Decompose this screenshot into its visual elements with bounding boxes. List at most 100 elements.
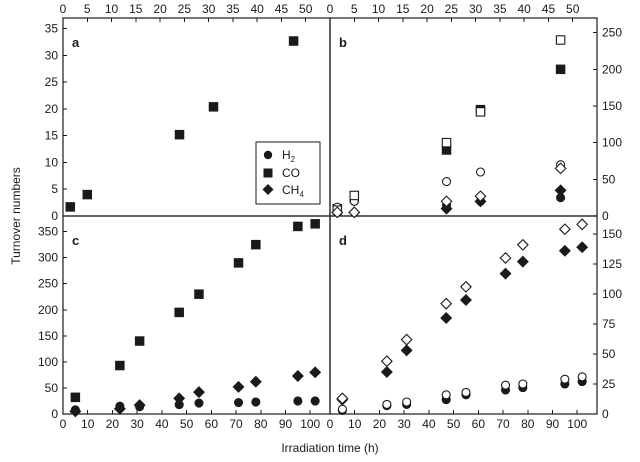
- panel-c-y-tick-label: 250: [38, 277, 58, 291]
- panel-d-ch4-open-point: [558, 223, 571, 236]
- panel-c-y-tick-label: 300: [38, 251, 58, 265]
- panel-d-ch4-open-point: [380, 355, 393, 368]
- panel-a-co-filled-point: [208, 102, 219, 112]
- panel-d-x-tick-label: 0: [327, 417, 334, 431]
- panel-b-x-tick-label: 30: [469, 2, 483, 16]
- panel-b-x-tick-label: 25: [445, 2, 459, 16]
- panel-d-ch4-filled-point: [499, 267, 512, 280]
- panel-b-ch4-open-point: [331, 206, 344, 219]
- panel-b-x-tick-label: 40: [518, 2, 532, 16]
- panel-c-ch4-filled-point: [192, 386, 205, 399]
- panel-d-ch4-open-point: [336, 392, 349, 405]
- panel-d-h2-open-point: [402, 397, 412, 407]
- panel-d-x-tick-label: 20: [373, 417, 387, 431]
- panel-letter-d: d: [339, 233, 347, 248]
- panel-d-ch4-open-point: [440, 297, 453, 310]
- panel-c-x-tick-label: 80: [254, 417, 268, 431]
- panel-d-x-tick-label: 40: [422, 417, 436, 431]
- panel-d-ch4-filled-point: [459, 294, 472, 306]
- panel-c-ch4-filled-point: [133, 399, 146, 412]
- panel-b-co-open-point: [475, 107, 486, 117]
- panel-c-ch4-filled-point: [232, 380, 245, 393]
- panel-d-y-tick-label: 125: [602, 257, 622, 271]
- panel-b-ch4-filled-point: [440, 202, 453, 215]
- panel-d-h2-open-point: [560, 374, 570, 384]
- panel-b-co-filled-point: [555, 64, 566, 75]
- panel-a-y-tick-label: 0: [51, 209, 58, 223]
- panel-b-ch4-filled-point: [554, 184, 567, 197]
- panel-a-co-filled-point: [65, 202, 76, 212]
- panel-c-x-tick-label: 60: [205, 417, 219, 431]
- panel-d-frame: [329, 215, 598, 415]
- panel-c-ch4-filled-point: [173, 392, 186, 405]
- panel-d-ch4-filled-point: [440, 312, 453, 324]
- legend: H2 CO CH4: [255, 141, 321, 205]
- panel-d-ch4-open-point: [400, 333, 413, 346]
- panel-d-x-tick-label: 10: [348, 417, 362, 431]
- panel-d-y-tick-label: 25: [602, 377, 616, 391]
- panel-d-x-tick-label: 30: [397, 417, 411, 431]
- legend-label-ch4: CH4: [282, 183, 304, 199]
- panel-c-co-filled-point: [293, 221, 303, 232]
- panel-a-x-tick-label: 50: [299, 2, 313, 16]
- panel-a-x-tick-label: 20: [153, 2, 167, 16]
- panel-c-x-tick-label: 100: [300, 417, 320, 431]
- panel-b-x-tick-label: 35: [493, 2, 507, 16]
- panel-d-x-tick-label: 60: [472, 417, 486, 431]
- panel-c-co-filled-point: [174, 307, 184, 318]
- panel-c-y-tick-label: 150: [38, 329, 58, 343]
- panel-b-ch4-open-point: [474, 190, 487, 203]
- panel-a-y-tick-label: 15: [45, 129, 59, 143]
- panel-c-frame: [62, 215, 331, 415]
- panel-d-x-tick-label: 100: [567, 417, 587, 431]
- panel-c-ch4-filled-point: [309, 366, 322, 379]
- panel-a-y-tick-label: 5: [51, 182, 58, 196]
- panel-b-x-tick-label: 50: [566, 2, 580, 16]
- panel-a-x-tick-label: 35: [226, 2, 240, 16]
- panel-c-y-tick-label: 350: [38, 225, 58, 239]
- panel-c-co-filled-point: [115, 360, 125, 371]
- panel-a-x-tick-label: 15: [129, 2, 143, 16]
- panel-a-y-tick-label: 35: [45, 22, 59, 36]
- panel-c-x-tick-label: 30: [130, 417, 144, 431]
- panel-d-y-tick-label: 75: [602, 317, 616, 331]
- panel-c-co-filled-point: [310, 219, 320, 229]
- panel-d-x-tick-label: 70: [496, 417, 510, 431]
- panel-d-ch4-filled-point: [516, 255, 529, 268]
- panel-c-h2-filled-point: [194, 398, 204, 408]
- panel-a-x-tick-label: 5: [84, 2, 91, 16]
- panel-b-y-tick-label: 150: [602, 99, 622, 113]
- panel-c-ch4-filled-point: [249, 375, 262, 388]
- panel-b-co-open-point: [349, 190, 360, 201]
- panel-c-co-filled-point: [134, 336, 145, 346]
- panel-d-x-tick-label: 80: [521, 417, 535, 431]
- panel-b-x-tick-label: 5: [351, 2, 358, 16]
- panel-d-y-tick-label: 100: [602, 287, 622, 301]
- panel-c-h2-filled-point: [310, 396, 320, 406]
- panel-d-ch4-filled-point: [400, 344, 413, 357]
- panel-a-y-tick-label: 20: [45, 102, 59, 116]
- panel-a-co-filled-point: [82, 189, 93, 200]
- panel-d-ch4-open-point: [499, 252, 512, 264]
- panel-c-x-tick-label: 40: [155, 417, 169, 431]
- legend-label-co: CO: [282, 166, 300, 180]
- panel-c-co-filled-point: [70, 392, 81, 403]
- panel-c-x-tick-label: 10: [81, 417, 95, 431]
- panel-a-x-tick-label: 30: [202, 2, 216, 16]
- panel-a-x-tick-label: 45: [275, 2, 289, 16]
- panel-c-x-tick-label: 50: [180, 417, 194, 431]
- panel-c-y-tick-label: 50: [45, 381, 59, 395]
- panel-d-h2-open-point: [441, 390, 451, 400]
- panel-b-x-tick-label: 45: [542, 2, 556, 16]
- panel-c-y-tick-label: 0: [51, 407, 58, 421]
- panel-b-y-tick-label: 50: [602, 172, 616, 186]
- legend-marker-ch4: [262, 184, 274, 195]
- panel-b-x-tick-label: 10: [372, 2, 386, 16]
- panel-d-y-tick-label: 50: [602, 347, 616, 361]
- panel-a-y-tick-label: 30: [45, 48, 59, 62]
- panel-d-h2-open-point: [382, 399, 392, 409]
- panel-c-ch4-filled-point: [113, 402, 126, 415]
- panel-d-ch4-filled-point: [576, 241, 589, 254]
- panel-d-x-tick-label: 90: [546, 417, 560, 431]
